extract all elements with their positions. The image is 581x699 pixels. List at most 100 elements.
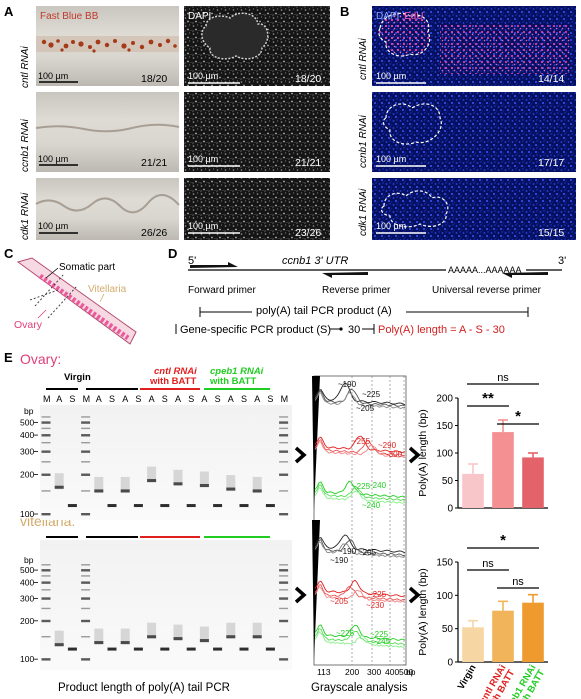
smear	[54, 473, 64, 490]
gel-band	[186, 647, 196, 651]
grayscale-axis-label: 400	[385, 667, 399, 677]
grayscale-trace	[314, 484, 406, 501]
gel-lane-label: M	[43, 394, 51, 404]
five-prime-end: 5'	[188, 255, 196, 267]
gel-band	[160, 504, 170, 508]
gel-vit-lanes	[41, 564, 289, 661]
peak-size-label: ~225	[370, 630, 389, 639]
gel-band	[226, 635, 236, 639]
marker-size-label: 300	[20, 446, 34, 456]
y-axis-label: Poly(A) length (bp)	[417, 568, 429, 656]
scale-bar-a-5: 100 µm	[188, 154, 240, 167]
peak-size-label: ~225	[352, 482, 371, 491]
marker-size-label: 100	[20, 509, 34, 519]
marker-size-label: 500	[20, 565, 34, 575]
y-axis-label: Poly(A) length (bp)	[417, 409, 429, 497]
ladder-band-minor	[81, 490, 91, 492]
ladder-band	[41, 658, 51, 661]
ratio-b-cntl: 14/14	[538, 73, 564, 85]
gel-band	[54, 485, 64, 489]
peak-size-label: ~255	[352, 437, 371, 446]
grayscale-trace	[314, 579, 406, 597]
ladder-band	[81, 658, 91, 661]
ladder-band-minor	[81, 441, 91, 444]
ladder-band	[41, 450, 51, 453]
gel-lane-label: S	[109, 394, 115, 404]
bar-category-label: Virgin	[456, 663, 479, 692]
gel-lane-label: A	[96, 394, 102, 404]
gel-lane-label: S	[162, 394, 168, 404]
smear	[199, 471, 209, 488]
reverse-primer-arrow	[322, 272, 368, 278]
gel-band	[213, 504, 223, 508]
bar	[522, 602, 544, 662]
ladder-band	[279, 473, 289, 476]
ladder-band-minor	[81, 427, 91, 430]
significance-label: ns	[482, 558, 494, 570]
dapi-image-ccnb1	[184, 92, 330, 172]
gel-band	[199, 483, 209, 487]
ratio-b-ccnb1: 17/17	[538, 157, 564, 169]
y-tick-label: 100	[436, 449, 453, 460]
peak-size-label: ~240	[368, 481, 387, 490]
smear	[252, 476, 262, 493]
gel-lane-label: M	[281, 394, 289, 404]
ladder-band	[81, 569, 91, 572]
scale-bar-b-3: 100 µm	[376, 221, 426, 234]
gel-lane-label: A	[254, 394, 260, 404]
y-tick-label: 0	[447, 658, 453, 669]
row-label-a-cdk1: cdk1 RNAi	[20, 192, 31, 240]
ratio-a-cdk1-right: 23/26	[295, 227, 321, 239]
peak-size-label: ~205	[330, 597, 349, 606]
ladder-band	[41, 619, 51, 623]
smear	[147, 622, 157, 639]
panel-letter-e: E	[4, 350, 13, 365]
scale-bar-a-3: 100 µm	[38, 221, 78, 234]
ladder-band	[81, 450, 91, 453]
svg-text:100 µm: 100 µm	[38, 221, 68, 231]
grayscale-trace	[314, 388, 406, 407]
gel-ovary	[40, 405, 292, 520]
grayscale-trace	[314, 435, 406, 453]
gel-band	[67, 647, 77, 651]
ladder-band-minor	[41, 461, 51, 463]
stain-label-fast-blue: Fast Blue BB	[40, 11, 99, 22]
scale-bar-b-1: 100 µm	[376, 71, 426, 84]
gel-lane-label: A	[228, 394, 234, 404]
scale-bar-a-4: 100 µm	[188, 71, 240, 84]
ladder-band-minor	[41, 607, 51, 610]
ladder-band-minor	[41, 416, 51, 418]
ladder-band	[41, 581, 51, 584]
gel-band	[67, 504, 77, 508]
bar-chart-vitellaria: 0 50 100 150 Poly(A) length (bp) * ns ns	[417, 532, 548, 669]
ladder-band	[81, 581, 91, 584]
vitellaria-label: Vitellaria	[88, 284, 127, 295]
smear	[173, 624, 183, 641]
gel-band	[213, 647, 223, 651]
arrow-gray-to-bar-ovary	[408, 446, 421, 464]
polya-tail: AAAAA...AAAAAA	[448, 265, 522, 275]
bp-unit-vitellaria: bp	[24, 555, 34, 565]
ladder-band-minor	[41, 636, 51, 638]
gel-band	[147, 635, 157, 639]
gel-band	[94, 641, 104, 645]
grayscale-trace	[314, 391, 406, 409]
svg-text:100 µm: 100 µm	[38, 71, 68, 81]
stain-label-dapi-b: DAPI	[376, 11, 399, 22]
gel-band	[265, 504, 275, 508]
ladder-band	[279, 658, 289, 661]
marker-size-label: 200	[20, 616, 34, 626]
grayscale-trace	[314, 624, 406, 641]
bar	[522, 457, 544, 508]
ladder-band-minor	[81, 461, 91, 463]
panel-a-brightfield-column: Fast Blue BB 18/20 21/21 26/26 100 µm 10…	[35, 6, 180, 240]
grayscale-trace	[314, 534, 406, 554]
ratio-a-ccnb1-right: 21/21	[295, 157, 321, 169]
panel-letter-c: C	[4, 246, 14, 261]
ovary-title: Ovary:	[20, 351, 61, 367]
bar	[492, 610, 514, 662]
ladder-band	[41, 569, 51, 572]
